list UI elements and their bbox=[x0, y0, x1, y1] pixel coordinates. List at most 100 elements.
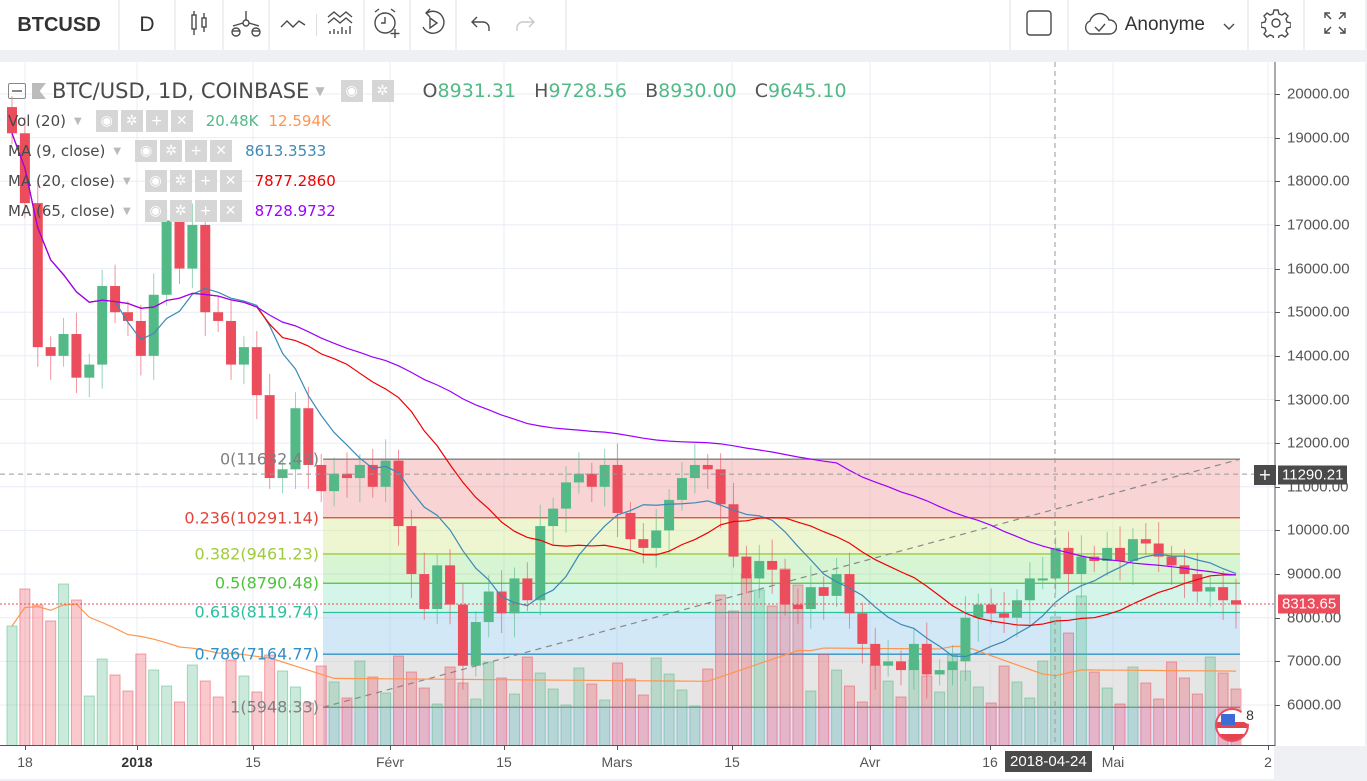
price-tick bbox=[1275, 224, 1280, 226]
compare-button[interactable] bbox=[224, 0, 268, 50]
plus-icon[interactable]: + bbox=[185, 140, 208, 162]
user-label: Anonyme bbox=[1124, 14, 1205, 35]
price-tick bbox=[1275, 399, 1280, 401]
chart-type-group bbox=[176, 0, 222, 50]
fib-level-label: 0.786(7164.77) bbox=[194, 644, 319, 664]
price-tick bbox=[1275, 355, 1280, 357]
eye-icon[interactable]: ◉ bbox=[95, 110, 118, 132]
caret-down-icon[interactable]: ▼ bbox=[122, 205, 131, 217]
crosshair-price-tag: 11290.21 bbox=[1278, 465, 1348, 485]
redo-button[interactable] bbox=[505, 0, 545, 50]
price-tick bbox=[1275, 661, 1280, 663]
price-tick-label: 18000.00 bbox=[1287, 172, 1350, 190]
candles-button[interactable] bbox=[176, 0, 222, 50]
fib-level-label: 1(5948.33) bbox=[230, 697, 319, 717]
price-tick-label: 9000.00 bbox=[1287, 565, 1342, 583]
gear-icon[interactable]: ✲ bbox=[169, 170, 192, 192]
plus-icon[interactable]: + bbox=[145, 110, 168, 132]
indicator-ma9: MA (9, close) ▼ ◉ ✲ + ✕ 8613.3533 bbox=[8, 136, 847, 166]
last-price: 8313.65 bbox=[1282, 595, 1337, 613]
price-tick-label: 19000.00 bbox=[1287, 129, 1350, 147]
add-alert-plus-button[interactable]: + bbox=[1254, 465, 1276, 485]
indicators-group bbox=[270, 0, 363, 50]
caret-down-icon[interactable]: ▼ bbox=[122, 175, 131, 187]
indicators-icon bbox=[279, 13, 307, 37]
close-icon[interactable]: ✕ bbox=[219, 170, 242, 192]
indicators-button[interactable] bbox=[270, 0, 316, 50]
indicator-name[interactable]: MA (65, close) bbox=[8, 202, 115, 220]
price-tick-label: 20000.00 bbox=[1287, 85, 1350, 103]
price-tick bbox=[1275, 268, 1280, 270]
account-button[interactable]: Anonyme bbox=[1081, 0, 1235, 50]
crosshair-price: 11290.21 bbox=[1282, 466, 1344, 484]
alert-button[interactable] bbox=[365, 0, 409, 50]
cloud-check-icon bbox=[1081, 10, 1117, 40]
fib-level-label: 0.236(10291.14) bbox=[184, 508, 319, 528]
price-tick-label: 15000.00 bbox=[1287, 303, 1350, 321]
series-title[interactable]: BTC/USD, 1D, COINBASE bbox=[52, 79, 310, 103]
price-chart[interactable] bbox=[0, 62, 1365, 746]
close-value: 9645.10 bbox=[768, 80, 847, 102]
close-icon[interactable]: ✕ bbox=[219, 200, 242, 222]
caret-down-icon[interactable]: ▼ bbox=[315, 84, 325, 98]
indicator-ma65: MA (65, close) ▼ ◉ ✲ + ✕ 8728.9732 bbox=[8, 196, 847, 226]
eye-icon[interactable]: ◉ bbox=[144, 200, 167, 222]
alert-group bbox=[365, 0, 409, 50]
undo-button[interactable] bbox=[457, 0, 505, 50]
price-tick-label: 17000.00 bbox=[1287, 216, 1350, 234]
toolbar-spacer bbox=[567, 0, 1009, 50]
eye-icon[interactable]: ◉ bbox=[135, 140, 158, 162]
eye-icon[interactable]: ◉ bbox=[144, 170, 167, 192]
indicator-ma20: MA (20, close) ▼ ◉ ✲ + ✕ 7877.2860 bbox=[8, 166, 847, 196]
price-tick-label: 14000.00 bbox=[1287, 347, 1350, 365]
caret-down-icon[interactable]: ▼ bbox=[113, 145, 122, 157]
gear-icon[interactable]: ✲ bbox=[169, 200, 192, 222]
collapse-icon[interactable] bbox=[8, 83, 26, 99]
price-tick-label: 6000.00 bbox=[1287, 696, 1342, 714]
plus-icon[interactable]: + bbox=[194, 200, 217, 222]
time-tick bbox=[504, 746, 505, 750]
low-label: B bbox=[645, 80, 659, 102]
symbol-search-button[interactable]: BTCUSD bbox=[17, 13, 101, 36]
interval-button[interactable]: D bbox=[139, 13, 155, 36]
caret-down-icon[interactable]: ▼ bbox=[74, 115, 82, 127]
indicator-name[interactable]: MA (9, close) bbox=[8, 142, 106, 160]
replay-button[interactable] bbox=[411, 0, 455, 50]
templates-button[interactable] bbox=[317, 0, 363, 50]
close-icon[interactable]: ✕ bbox=[170, 110, 193, 132]
high-label: H bbox=[534, 80, 549, 102]
indicator-name[interactable]: Vol (20) bbox=[8, 112, 67, 130]
undo-icon bbox=[470, 14, 492, 36]
fullscreen-button[interactable] bbox=[1305, 0, 1365, 50]
gear-icon bbox=[1260, 8, 1292, 42]
chevron-down-icon bbox=[1223, 16, 1235, 35]
economic-events-badge[interactable]: 8 bbox=[1215, 706, 1259, 746]
time-tick bbox=[617, 746, 618, 750]
price-tick bbox=[1275, 443, 1280, 445]
fib-level-label: 0.5(8790.48) bbox=[214, 573, 319, 593]
compare-group bbox=[224, 0, 268, 50]
plus-icon[interactable]: + bbox=[194, 170, 217, 192]
replay-group bbox=[411, 0, 455, 50]
gear-icon[interactable]: ✲ bbox=[371, 80, 394, 102]
flag-icon bbox=[32, 83, 46, 99]
time-tick bbox=[990, 746, 991, 750]
account-group: Anonyme bbox=[1068, 0, 1247, 50]
price-tick bbox=[1275, 137, 1280, 139]
indicator-name[interactable]: MA (20, close) bbox=[8, 172, 115, 190]
redo-icon bbox=[514, 14, 536, 36]
close-icon[interactable]: ✕ bbox=[210, 140, 233, 162]
open-value: 8931.31 bbox=[437, 80, 517, 102]
layout-button[interactable] bbox=[1011, 0, 1067, 50]
eye-icon[interactable]: ◉ bbox=[340, 80, 363, 102]
templates-icon bbox=[326, 9, 354, 41]
settings-button[interactable] bbox=[1249, 0, 1303, 50]
price-tick bbox=[1275, 530, 1280, 532]
open-label: O bbox=[422, 80, 438, 102]
gear-icon[interactable]: ✲ bbox=[160, 140, 183, 162]
time-tick bbox=[1268, 746, 1269, 750]
gear-icon[interactable]: ✲ bbox=[120, 110, 143, 132]
fib-level-label: 0.382(9461.23) bbox=[194, 544, 319, 564]
time-tick bbox=[732, 746, 733, 750]
ma9-value: 8613.3533 bbox=[245, 142, 327, 160]
